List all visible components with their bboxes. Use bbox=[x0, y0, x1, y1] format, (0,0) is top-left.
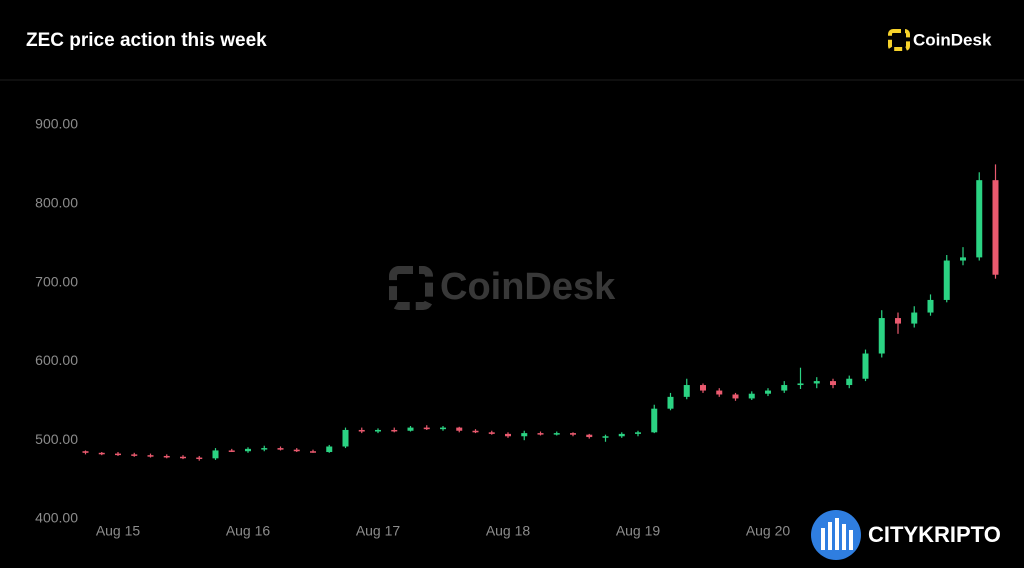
x-tick-label: Aug 17 bbox=[356, 523, 401, 539]
overlay-logo: CITYKRIPTO bbox=[811, 510, 1001, 560]
candle-body bbox=[602, 436, 609, 438]
candle-body bbox=[716, 390, 723, 395]
candle-body bbox=[813, 381, 820, 384]
candle-body bbox=[895, 318, 901, 324]
candle-body bbox=[488, 432, 495, 434]
candle-body bbox=[358, 429, 365, 432]
candle-body bbox=[505, 433, 511, 437]
candle-body bbox=[992, 180, 999, 275]
x-tick-label: Aug 16 bbox=[226, 523, 271, 539]
overlay-icon-bar bbox=[842, 524, 846, 550]
candle-body bbox=[521, 433, 528, 437]
watermark-text: CoinDesk bbox=[440, 266, 616, 308]
candle-body bbox=[553, 433, 560, 435]
candle-body bbox=[732, 394, 739, 399]
candle-body bbox=[797, 383, 804, 386]
candle-body bbox=[472, 430, 479, 433]
candle-body bbox=[618, 433, 625, 437]
y-tick-label: 400.00 bbox=[35, 510, 78, 526]
candle-body bbox=[261, 448, 268, 450]
candle-body bbox=[943, 260, 950, 300]
candle-body bbox=[423, 427, 430, 430]
x-tick-label: Aug 20 bbox=[746, 523, 791, 539]
candle-body bbox=[846, 378, 853, 386]
candle-body bbox=[586, 434, 593, 438]
candle-body bbox=[537, 433, 544, 435]
overlay-icon-bar bbox=[828, 522, 832, 550]
candle-body bbox=[180, 456, 186, 459]
candle-body bbox=[115, 453, 121, 456]
x-tick-label: Aug 18 bbox=[486, 523, 531, 539]
y-tick-label: 800.00 bbox=[35, 195, 78, 211]
y-tick-label: 900.00 bbox=[35, 116, 78, 132]
y-tick-label: 600.00 bbox=[35, 352, 78, 368]
plot-area: 400.00 500.00 600.00 700.00 800.00 900.00 Aug … bbox=[35, 116, 999, 539]
candle-body bbox=[878, 318, 885, 354]
overlay-icon-bar bbox=[835, 518, 839, 550]
brand-icon bbox=[888, 29, 910, 51]
watermark: CoinDesk bbox=[389, 266, 616, 310]
candle-body bbox=[82, 451, 89, 453]
candle-body bbox=[651, 408, 658, 433]
candle-body bbox=[440, 427, 446, 430]
candle-body bbox=[700, 385, 706, 391]
candle-body bbox=[293, 449, 300, 452]
candle-body bbox=[310, 451, 316, 453]
candle-body bbox=[245, 448, 251, 452]
overlay-icon-bar bbox=[821, 528, 825, 550]
candle-body bbox=[228, 450, 235, 452]
candle-body bbox=[960, 257, 966, 261]
candle-body bbox=[748, 393, 755, 399]
watermark-icon bbox=[389, 266, 433, 310]
candle-body bbox=[196, 457, 203, 460]
candle-body bbox=[976, 180, 983, 258]
candle-body bbox=[927, 299, 934, 313]
candle-body bbox=[391, 429, 398, 432]
y-tick-label: 700.00 bbox=[35, 273, 78, 289]
candle-body bbox=[98, 452, 105, 455]
overlay-text: CITYKRIPTO bbox=[868, 522, 1001, 547]
candle-body bbox=[163, 455, 170, 458]
candle-body bbox=[342, 429, 349, 447]
x-tick-label: Aug 15 bbox=[96, 523, 141, 539]
candle-body bbox=[683, 385, 690, 397]
candle-body bbox=[667, 396, 674, 409]
brand-logo: CoinDesk bbox=[888, 29, 992, 51]
y-tick-label: 500.00 bbox=[35, 431, 78, 447]
overlay-icon-bar bbox=[849, 530, 853, 550]
brand-name: CoinDesk bbox=[913, 30, 992, 49]
candle-body bbox=[911, 312, 918, 324]
candle-body bbox=[456, 427, 463, 431]
candle-body bbox=[131, 454, 138, 456]
candle-body bbox=[407, 427, 414, 431]
candle-body bbox=[147, 455, 154, 457]
candle-body bbox=[781, 385, 788, 391]
candle-body bbox=[862, 353, 869, 379]
chart-title: ZEC price action this week bbox=[26, 30, 267, 51]
candle-body bbox=[570, 433, 576, 435]
candle-body bbox=[375, 429, 381, 432]
x-tick-label: Aug 19 bbox=[616, 523, 661, 539]
candle-body bbox=[635, 432, 641, 434]
candle-body bbox=[830, 381, 836, 386]
candle-body bbox=[326, 446, 333, 453]
candle-body bbox=[212, 450, 219, 459]
candle-body bbox=[277, 448, 284, 450]
candle-body bbox=[765, 390, 771, 394]
